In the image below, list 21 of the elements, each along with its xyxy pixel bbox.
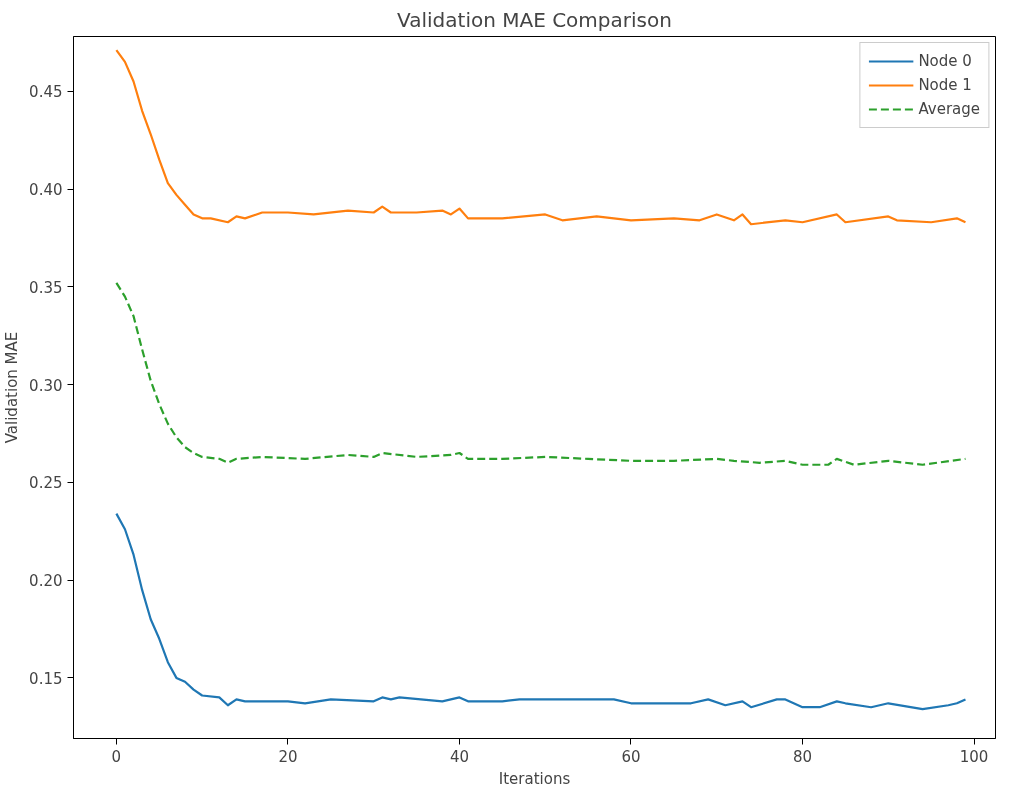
chart-title: Validation MAE Comparison xyxy=(397,7,672,32)
y-tick-label: 0.45 xyxy=(29,83,63,102)
x-tick-label: 0 xyxy=(111,747,122,766)
x-tick-label: 40 xyxy=(449,747,469,766)
x-tick-label: 100 xyxy=(959,747,989,766)
line-series xyxy=(115,281,967,466)
x-tick-label: 80 xyxy=(792,747,813,766)
y-tick-label: 0.30 xyxy=(29,376,63,395)
y-tick-label: 0.35 xyxy=(29,278,63,297)
line-series xyxy=(115,512,967,711)
y-tick-label: 0.25 xyxy=(29,474,63,493)
legend-label: Average xyxy=(918,100,980,118)
y-tick-label: 0.15 xyxy=(29,669,63,688)
x-tick-label: 20 xyxy=(278,747,298,766)
x-axis-title: Iterations xyxy=(498,769,571,788)
y-tick-label: 0.20 xyxy=(29,572,63,591)
y-axis-title: Validation MAE xyxy=(3,331,22,444)
legend-label: Node 0 xyxy=(918,52,972,70)
x-tick-label: 60 xyxy=(621,747,641,766)
y-tick-label: 0.40 xyxy=(29,181,63,200)
legend-label: Node 1 xyxy=(918,76,972,94)
